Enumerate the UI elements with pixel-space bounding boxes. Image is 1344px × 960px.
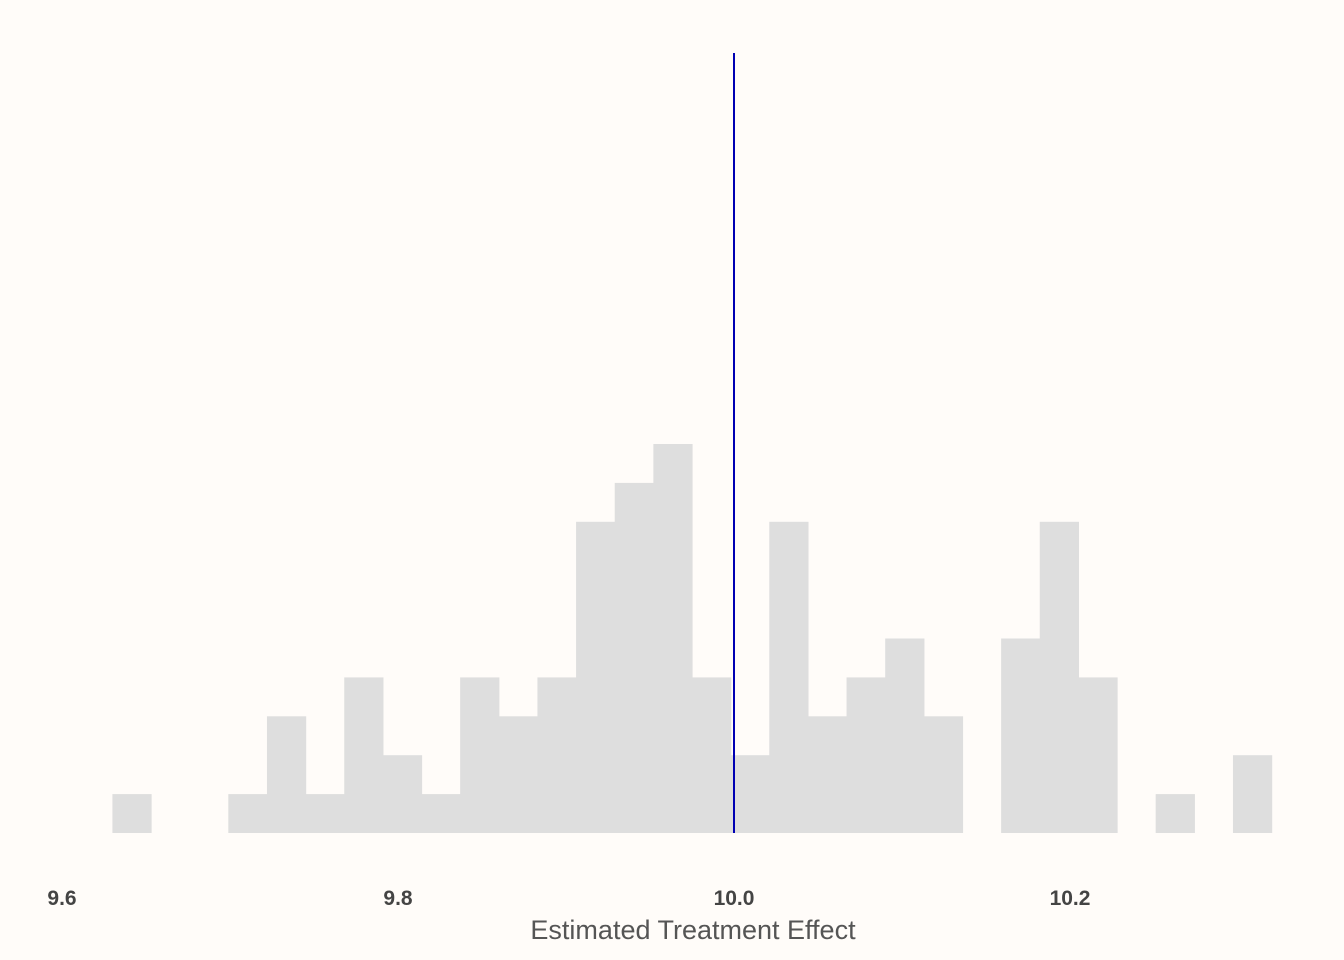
histogram-bar [692, 677, 732, 833]
x-axis-ticks: 9.6 9.8 10.0 10.2 [47, 887, 1090, 910]
histogram-bar [885, 638, 925, 833]
histogram-bar [653, 444, 693, 833]
histogram-bar [537, 677, 577, 833]
histogram-bar [769, 521, 809, 833]
x-tick-label: 10.2 [1050, 887, 1091, 910]
histogram-bar [460, 677, 500, 833]
histogram-bar [305, 794, 345, 833]
x-axis-title: Estimated Treatment Effect [530, 915, 856, 945]
histogram-bar [1155, 794, 1195, 833]
x-tick-label: 10.0 [714, 887, 755, 910]
histogram-bar [807, 716, 848, 833]
histogram-bar [344, 677, 384, 833]
histogram-bar [576, 521, 616, 833]
histogram-bar [112, 794, 152, 833]
histogram-bar [1232, 755, 1273, 833]
histogram-bar [382, 755, 423, 833]
histogram-bar [614, 482, 654, 833]
histogram-bar [923, 716, 964, 833]
histogram-bar [1039, 521, 1079, 833]
histogram-bars [112, 444, 1273, 833]
histogram-bar [421, 794, 461, 833]
histogram-bar [1078, 677, 1118, 833]
x-tick-label: 9.8 [383, 887, 413, 910]
histogram-bar [266, 716, 307, 833]
histogram-bar [1001, 638, 1041, 833]
histogram-bar [228, 794, 268, 833]
histogram-bar [846, 677, 886, 833]
x-tick-label: 9.6 [47, 887, 76, 910]
histogram-bar [730, 755, 770, 833]
histogram-bar [498, 716, 539, 833]
